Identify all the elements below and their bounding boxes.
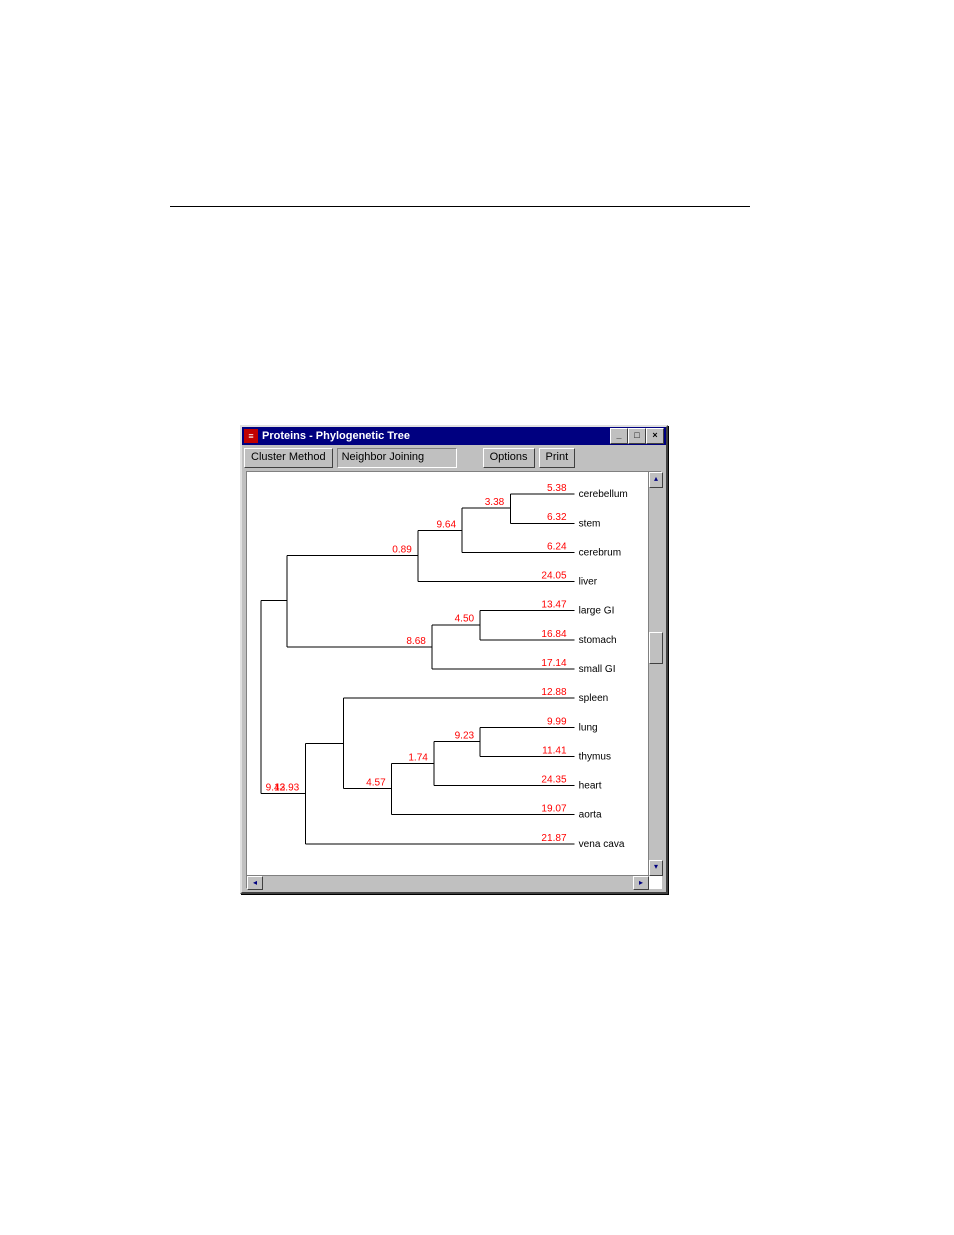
svg-text:4.57: 4.57 [366,778,386,789]
close-button[interactable]: × [646,428,664,444]
toolbar: Cluster Method Neighbor Joining Options … [242,445,666,471]
svg-text:cerebrum: cerebrum [579,547,621,558]
scroll-up-icon[interactable]: ▴ [649,472,663,488]
svg-text:9.42: 9.42 [266,783,286,794]
svg-text:aorta: aorta [579,810,602,821]
svg-text:small GI: small GI [579,664,616,675]
svg-text:24.05: 24.05 [541,571,567,582]
svg-text:stomach: stomach [579,635,617,646]
minimize-button[interactable]: _ [610,428,628,444]
svg-text:9.23: 9.23 [455,730,475,741]
svg-text:13.47: 13.47 [541,600,567,611]
svg-text:12.88: 12.88 [541,687,567,698]
maximize-button[interactable]: □ [628,428,646,444]
phylo-tree-window: ≡ Proteins - Phylogenetic Tree _ □ × Clu… [240,425,668,894]
window-buttons: _ □ × [610,428,664,444]
svg-text:6.24: 6.24 [547,541,567,552]
titlebar[interactable]: ≡ Proteins - Phylogenetic Tree _ □ × [242,427,666,445]
print-button[interactable]: Print [539,448,576,468]
svg-text:19.07: 19.07 [541,804,567,815]
window-title: Proteins - Phylogenetic Tree [262,430,610,442]
vscroll-thumb[interactable] [649,632,663,664]
cluster-method-field[interactable]: Neighbor Joining [337,448,457,468]
svg-text:16.84: 16.84 [541,629,567,640]
scroll-down-icon[interactable]: ▾ [649,860,663,876]
svg-text:24.35: 24.35 [541,775,567,786]
phylogenetic-tree-svg: 5.38 6.32 3.38 6.24 9.64 24.05 0.89 13.47 16.84 4… [247,472,647,874]
svg-text:1.74: 1.74 [408,752,428,763]
svg-text:9.64: 9.64 [436,519,456,530]
app-icon: ≡ [244,429,258,443]
svg-text:6.32: 6.32 [547,512,567,523]
svg-text:spleen: spleen [579,693,609,704]
options-button[interactable]: Options [483,448,535,468]
svg-text:vena cava: vena cava [579,839,625,850]
cluster-method-button[interactable]: Cluster Method [244,448,333,468]
scroll-right-icon[interactable]: ▸ [633,876,649,890]
svg-text:5.38: 5.38 [547,483,567,494]
svg-text:heart: heart [579,781,602,792]
svg-text:4.50: 4.50 [455,614,475,625]
page-divider [170,206,750,207]
svg-text:21.87: 21.87 [541,833,567,844]
svg-text:0.89: 0.89 [392,544,412,555]
svg-text:thymus: thymus [579,751,611,762]
tree-canvas: 5.38 6.32 3.38 6.24 9.64 24.05 0.89 13.47 16.84 4… [246,471,662,889]
svg-text:9.99: 9.99 [547,716,567,727]
vertical-scrollbar[interactable]: ▴ ▾ [648,472,663,876]
scroll-left-icon[interactable]: ◂ [247,876,263,890]
svg-text:liver: liver [579,577,598,588]
svg-text:8.68: 8.68 [406,636,426,647]
svg-text:3.38: 3.38 [485,497,505,508]
svg-text:cerebellum: cerebellum [579,489,628,500]
svg-text:11.41: 11.41 [542,745,567,756]
horizontal-scrollbar[interactable]: ◂ ▸ [247,875,649,890]
svg-text:lung: lung [579,722,598,733]
svg-text:17.14: 17.14 [541,658,567,669]
svg-text:stem: stem [579,518,601,529]
svg-text:large GI: large GI [579,606,615,617]
page-root: ≡ Proteins - Phylogenetic Tree _ □ × Clu… [0,0,954,1235]
